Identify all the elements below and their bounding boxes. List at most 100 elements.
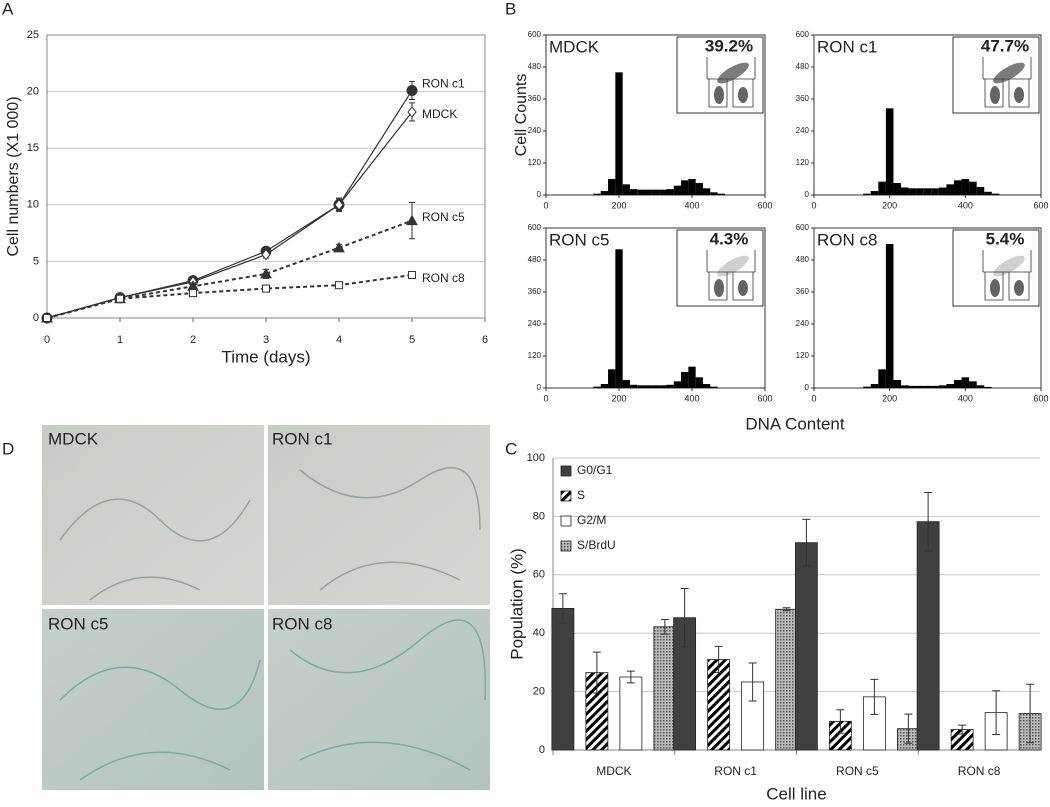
gated-percent: 39.2% xyxy=(705,36,753,55)
inset-cloud xyxy=(990,86,1000,104)
x-tick-label: 600 xyxy=(1033,393,1048,403)
x-tick-label: 5 xyxy=(409,334,415,346)
histogram-bar xyxy=(878,181,886,195)
micrograph xyxy=(42,425,264,605)
error-bar xyxy=(660,618,669,635)
histogram-bar xyxy=(938,385,947,388)
series-label: RON c1 xyxy=(422,77,465,91)
panel-label: C xyxy=(505,439,517,458)
series-line xyxy=(46,90,413,319)
x-tick-label: 4 xyxy=(336,334,342,346)
y-axis-label: Cell numbers (X1 000) xyxy=(5,96,22,256)
y-tick-label: 0 xyxy=(537,383,542,392)
histogram-bar xyxy=(659,385,667,388)
error-bar xyxy=(870,678,879,715)
marker xyxy=(335,281,343,290)
histogram-bar xyxy=(885,244,894,388)
panel-label: D xyxy=(2,439,14,458)
bar xyxy=(916,521,940,751)
image-label: RON c5 xyxy=(48,614,108,633)
x-tick-label: 0 xyxy=(543,393,548,403)
image-label: MDCK xyxy=(48,429,99,448)
histogram-bar xyxy=(953,380,962,388)
inset-cloud xyxy=(717,255,749,277)
y-tick-label: 0 xyxy=(539,744,545,756)
error-bar xyxy=(680,588,689,648)
x-tick-label: 200 xyxy=(882,200,897,210)
histogram-bar xyxy=(629,189,638,195)
bar xyxy=(794,542,818,751)
histogram-bar xyxy=(695,183,703,195)
y-tick-label: 120 xyxy=(528,351,542,360)
y-tick-label: 480 xyxy=(528,255,542,264)
x-tick-label: 3 xyxy=(263,334,269,346)
error-bar xyxy=(904,713,913,744)
marker xyxy=(43,314,51,322)
histogram-bar xyxy=(710,386,718,388)
error-bar xyxy=(924,491,933,552)
y-axis-label: Cell Counts xyxy=(513,74,530,157)
marker xyxy=(406,84,418,96)
y-tick-label: 240 xyxy=(528,126,542,135)
x-tick-label: 2 xyxy=(190,334,196,346)
gated-percent: 47.7% xyxy=(981,36,1029,55)
marker xyxy=(333,241,345,253)
y-tick-label: 0 xyxy=(33,312,39,324)
cell-outlines xyxy=(59,467,487,781)
inset-cloud xyxy=(993,62,1025,84)
legend-swatch xyxy=(560,540,572,552)
histogram-bar xyxy=(629,384,638,388)
bar xyxy=(775,608,799,751)
histogram-bar xyxy=(991,193,1000,195)
error-bar xyxy=(714,645,723,674)
micrograph xyxy=(42,609,264,790)
legend-label: S/BrdU xyxy=(577,538,616,552)
histogram-bar xyxy=(608,369,616,388)
y-tick-label: 360 xyxy=(796,287,810,296)
histogram-bar xyxy=(651,385,660,388)
error-bar xyxy=(782,607,791,612)
histogram-bar xyxy=(961,377,970,388)
inset-gates xyxy=(982,250,1032,301)
image-label: RON c8 xyxy=(272,614,332,633)
y-tick-label: 600 xyxy=(528,30,542,39)
x-axis-label: DNA Content xyxy=(745,414,844,433)
histogram-bar xyxy=(969,381,977,388)
histogram-bar xyxy=(695,377,703,388)
x-tick-label: 600 xyxy=(757,200,772,210)
y-tick-label: 0 xyxy=(805,190,810,199)
y-tick-label: 360 xyxy=(528,94,542,103)
histogram-bar xyxy=(893,380,902,388)
legend-label: G0/G1 xyxy=(577,463,613,477)
legend-swatch xyxy=(560,490,572,502)
histogram-bar xyxy=(710,192,718,195)
histogram-bar xyxy=(984,386,992,388)
histogram-bar xyxy=(702,188,711,195)
y-tick-label: 40 xyxy=(533,627,545,639)
legend-swatch xyxy=(560,465,572,477)
histogram-bar xyxy=(908,188,917,195)
marker xyxy=(260,267,272,279)
y-tick-label: 480 xyxy=(796,62,810,71)
histogram-bar xyxy=(969,181,977,195)
series-label: RON c5 xyxy=(422,210,465,224)
x-tick-label: 600 xyxy=(757,393,772,403)
x-tick-label: 400 xyxy=(958,393,973,403)
marker xyxy=(334,198,344,211)
histogram-bar xyxy=(870,384,879,388)
y-tick-label: 480 xyxy=(528,62,542,71)
histogram-bar xyxy=(863,386,871,388)
histogram-bar xyxy=(908,385,917,388)
x-axis-label: Cell line xyxy=(766,784,826,803)
panel-label: B xyxy=(505,0,516,18)
x-tick-label: RON c8 xyxy=(958,764,1001,778)
x-tick-label: 200 xyxy=(882,393,897,403)
y-tick-label: 120 xyxy=(796,158,810,167)
y-tick-label: 0 xyxy=(805,383,810,392)
histogram-bar xyxy=(717,193,725,195)
histogram-bar xyxy=(923,385,932,388)
series-line xyxy=(46,273,413,319)
inset-cloud xyxy=(714,279,724,297)
histogram-bar xyxy=(651,189,660,195)
x-tick-label: MDCK xyxy=(596,764,631,778)
